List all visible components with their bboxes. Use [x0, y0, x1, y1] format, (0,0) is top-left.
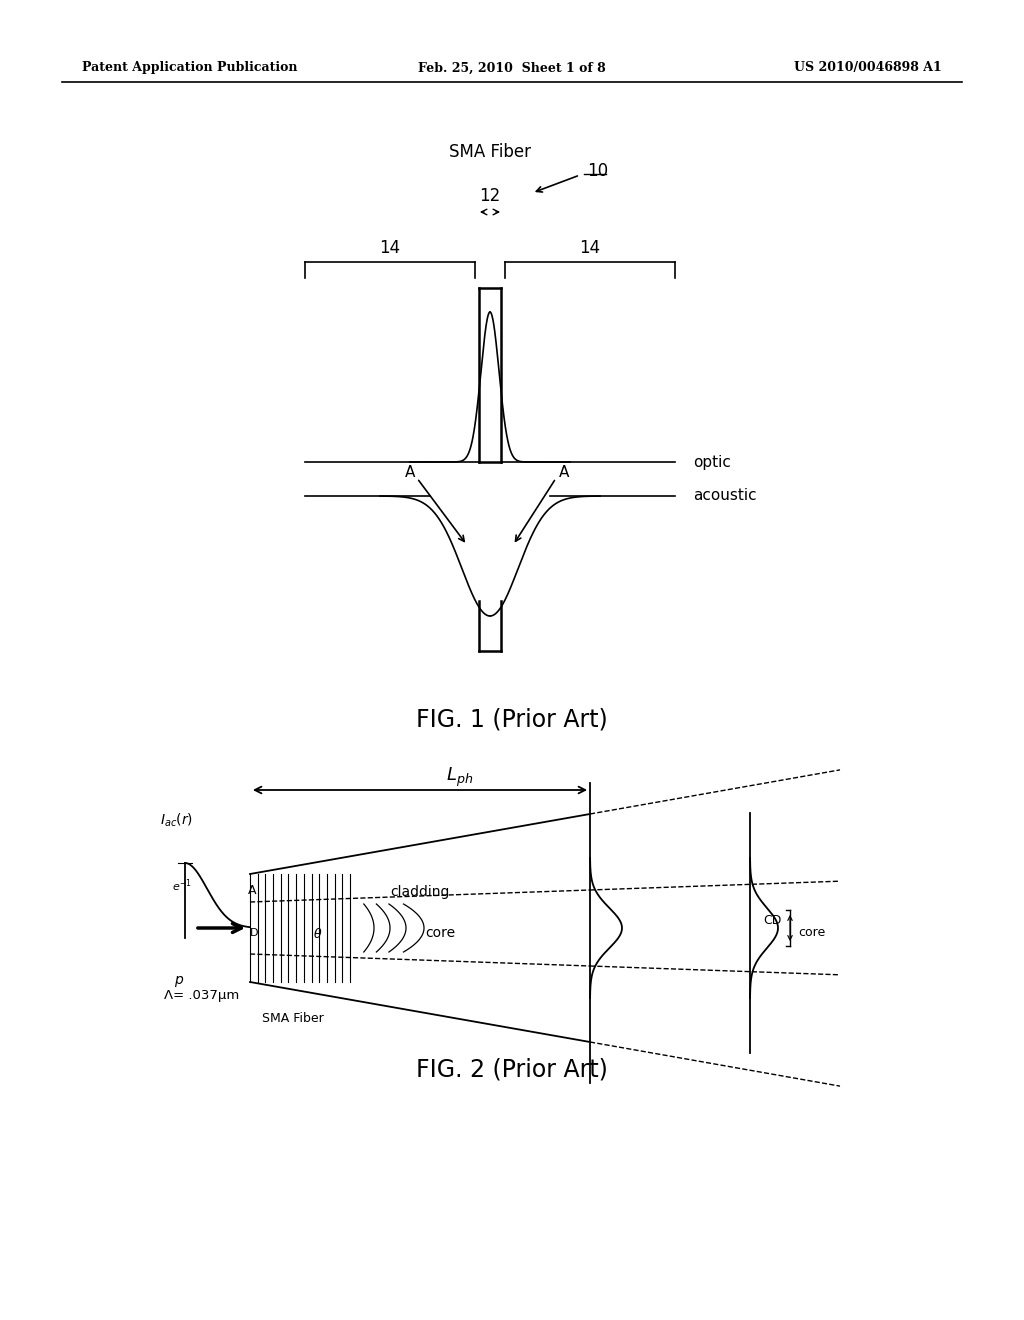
Text: FIG. 2 (Prior Art): FIG. 2 (Prior Art): [416, 1059, 608, 1082]
Text: acoustic: acoustic: [693, 488, 757, 503]
Text: p: p: [174, 973, 182, 987]
Text: 10: 10: [587, 162, 608, 180]
Text: Feb. 25, 2010  Sheet 1 of 8: Feb. 25, 2010 Sheet 1 of 8: [418, 62, 606, 74]
Text: 14: 14: [380, 239, 400, 257]
Text: US 2010/0046898 A1: US 2010/0046898 A1: [795, 62, 942, 74]
Text: Patent Application Publication: Patent Application Publication: [82, 62, 298, 74]
Text: $L_{ph}$: $L_{ph}$: [446, 766, 473, 788]
Text: optic: optic: [693, 454, 731, 470]
Text: Λ= .037μm: Λ= .037μm: [164, 990, 240, 1002]
Text: SMA Fiber: SMA Fiber: [262, 1011, 324, 1024]
Text: D: D: [250, 928, 258, 939]
Text: 12: 12: [479, 187, 501, 205]
Text: 14: 14: [580, 239, 600, 257]
Text: $\theta$: $\theta$: [313, 927, 323, 941]
Text: FIG. 1 (Prior Art): FIG. 1 (Prior Art): [416, 708, 608, 733]
Text: core: core: [425, 927, 455, 940]
Text: $e^{-1}$: $e^{-1}$: [172, 878, 193, 895]
Text: CD: CD: [764, 913, 782, 927]
Text: A: A: [559, 465, 569, 479]
Text: A: A: [404, 465, 415, 479]
Text: SMA Fiber: SMA Fiber: [449, 143, 531, 161]
Text: cladding: cladding: [390, 884, 450, 899]
Text: core: core: [798, 927, 825, 940]
Text: A: A: [248, 883, 256, 896]
Text: $I_{ac}(r)$: $I_{ac}(r)$: [160, 812, 194, 829]
